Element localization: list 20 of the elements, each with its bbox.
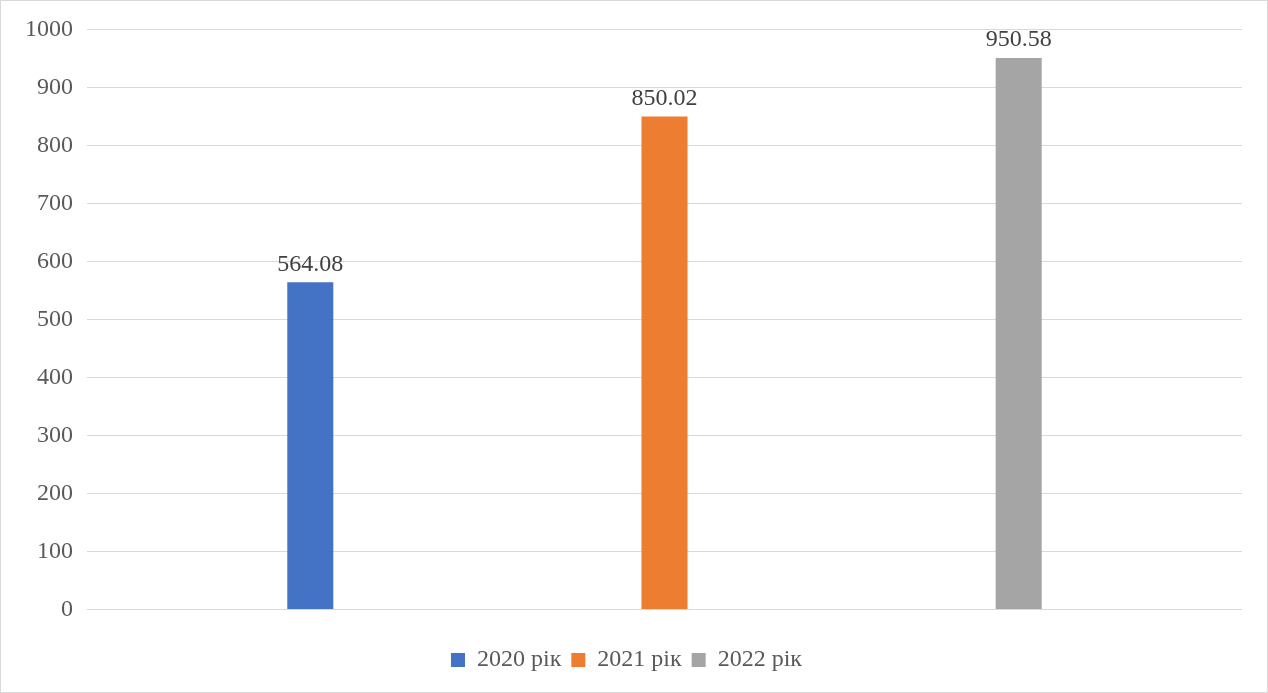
y-tick-label: 500 [37,304,73,331]
y-tick-label: 100 [37,536,73,563]
y-tick-label: 800 [37,130,73,157]
y-tick-label: 0 [61,594,73,621]
y-tick-label: 900 [37,72,73,99]
data-label: 950.58 [985,25,1052,52]
y-tick-label: 200 [37,478,73,505]
bar [995,58,1042,610]
y-tick-label: 300 [37,420,73,447]
legend-label: 2022 рік [717,645,803,672]
legend-label: 2020 рік [477,645,562,672]
y-tick-label: 400 [37,362,73,389]
bar [287,282,334,610]
y-tick-label: 600 [37,246,73,273]
y-tick-label: 1000 [25,14,73,41]
legend-label: 2021 рік [597,645,682,672]
bar [641,116,688,610]
data-label: 850.02 [631,83,698,110]
data-label: 564.08 [277,249,344,276]
y-tick-label: 700 [37,188,73,215]
